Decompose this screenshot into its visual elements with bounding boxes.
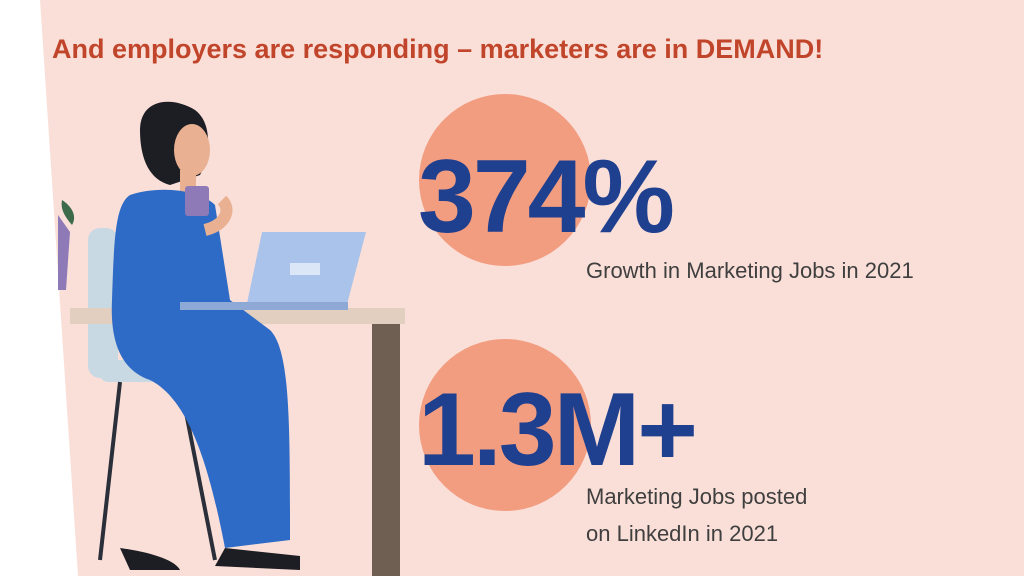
slide-title: And employers are responding – marketers… [52, 34, 823, 64]
stat-circle [419, 339, 591, 511]
stat-label: on LinkedIn in 2021 [586, 521, 778, 546]
stat-label: Marketing Jobs posted [586, 484, 807, 509]
stat-circle [419, 94, 591, 266]
white-edge [0, 0, 78, 576]
stat-label: Growth in Marketing Jobs in 2021 [586, 258, 914, 283]
stat-value: 1.3M+ [418, 372, 695, 488]
stat-value: 374% [418, 139, 673, 255]
illustration [58, 101, 405, 576]
